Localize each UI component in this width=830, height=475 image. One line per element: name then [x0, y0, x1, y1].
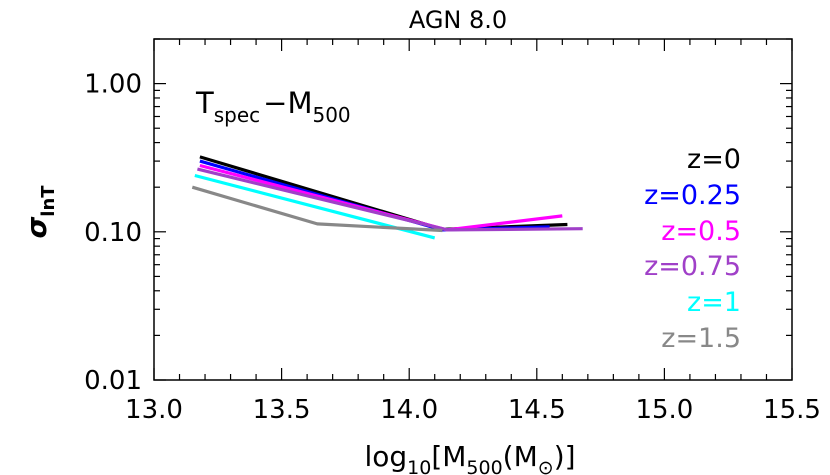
annotation-sub1: spec	[214, 103, 260, 127]
x-tick-label: 13.5	[253, 395, 311, 425]
ylabel-main: σ	[20, 217, 53, 239]
xlabel-pre: log	[364, 440, 407, 473]
annotation-main: T	[195, 86, 214, 120]
y-tick-label: 0.01	[84, 366, 142, 396]
legend-entry-1: z=0.25	[644, 180, 741, 211]
annotation-main2: M	[287, 86, 312, 120]
sun-symbol: ⊙	[538, 457, 554, 475]
y-axis-label: σlnT	[20, 185, 59, 239]
y-tick-labels: 0.01 0.10 1.00	[84, 70, 142, 396]
annotation-dash: −	[263, 86, 287, 120]
series-line-3	[197, 167, 583, 232]
x-tick-label: 15.5	[763, 395, 821, 425]
x-tick-label: 13.0	[125, 395, 183, 425]
xlabel-mid: [M	[431, 440, 466, 473]
legend-entry-3: z=0.75	[644, 251, 741, 282]
xlabel-sub1: 10	[407, 457, 431, 475]
xlabel-sub2: 500	[466, 457, 502, 475]
series-lines	[191, 155, 583, 240]
series-line-5	[191, 185, 443, 233]
annotation-sub2: 500	[312, 103, 350, 127]
x-axis-label: log10[M500(M⊙)]	[364, 440, 575, 475]
y-tick-label: 1.00	[84, 70, 142, 100]
ylabel-sub: lnT	[38, 185, 59, 217]
xlabel-post2: )]	[554, 440, 576, 473]
chart-title: AGN 8.0	[409, 6, 507, 34]
legend-entry-0: z=0	[687, 144, 741, 175]
plot-frame	[153, 38, 793, 381]
axis-ticks	[153, 38, 793, 381]
legend-entry-5: z=1.5	[661, 323, 741, 354]
legend-entry-2: z=0.5	[661, 216, 741, 247]
x-tick-labels: 13.0 13.5 14.0 14.5 15.0 15.5	[125, 395, 821, 425]
x-tick-label: 15.0	[635, 395, 693, 425]
x-tick-label: 14.0	[380, 395, 438, 425]
legend: z=0 z=0.25 z=0.5 z=0.75 z=1 z=1.5	[644, 144, 741, 354]
relation-annotation: Tspec −M500	[195, 86, 351, 127]
x-tick-label: 14.5	[508, 395, 566, 425]
series-line-0	[199, 155, 568, 231]
xlabel-post1: (M	[503, 440, 538, 473]
legend-entry-4: z=1	[687, 287, 741, 318]
y-tick-label: 0.10	[84, 218, 142, 248]
